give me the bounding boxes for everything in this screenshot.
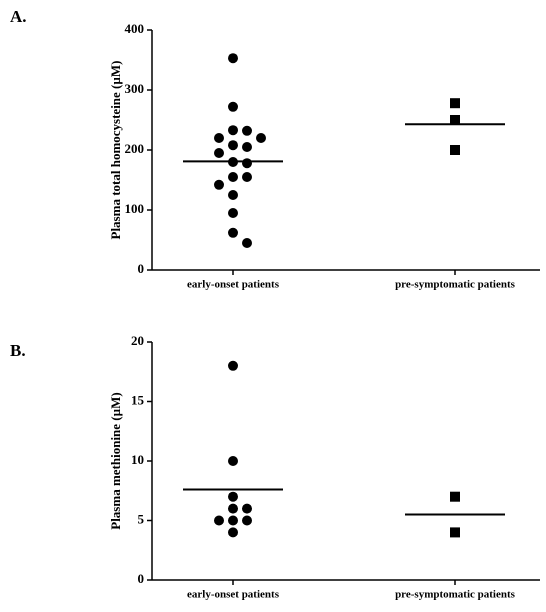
y-tick-label: 200 [125, 141, 145, 156]
circle-point [242, 515, 252, 526]
y-tick-label: 0 [138, 571, 145, 586]
circle-point [214, 179, 224, 190]
circle-point [242, 238, 252, 248]
circle-point [242, 125, 252, 136]
circle-point [228, 172, 238, 182]
circle-point [228, 53, 238, 64]
circle-point [214, 148, 224, 158]
circle-point [228, 503, 238, 514]
circle-point [256, 133, 266, 143]
x-tick-label: early-onset patients [187, 279, 280, 291]
x-tick-label: early-onset patients [187, 589, 280, 601]
x-tick-label: pre-symptomatic patients [395, 279, 516, 291]
circle-point [214, 515, 224, 526]
y-tick-label: 15 [131, 392, 145, 407]
square-point [450, 145, 460, 155]
panel-label: B. [10, 341, 26, 360]
y-tick-label: 20 [131, 333, 144, 348]
square-point [450, 115, 460, 125]
y-tick-label: 400 [125, 21, 145, 36]
y-tick-label: 10 [131, 452, 144, 467]
y-axis-label: Plasma methionine (µM) [108, 392, 123, 529]
circle-point [228, 190, 238, 200]
circle-point [228, 140, 238, 151]
y-tick-label: 5 [138, 511, 145, 526]
y-tick-label: 100 [125, 201, 145, 216]
circle-point [228, 456, 238, 466]
circle-point [242, 142, 252, 152]
circle-point [228, 125, 238, 136]
circle-point [242, 503, 252, 514]
circle-point [228, 515, 238, 526]
circle-point [242, 158, 252, 169]
y-tick-label: 0 [138, 261, 145, 276]
circle-point [228, 208, 238, 218]
y-tick-label: 300 [125, 81, 145, 96]
x-tick-label: pre-symptomatic patients [395, 589, 516, 601]
square-point [450, 527, 460, 538]
square-point [450, 491, 460, 502]
panel-label: A. [10, 7, 27, 26]
square-point [450, 98, 460, 109]
circle-point [228, 491, 238, 502]
circle-point [228, 360, 238, 371]
circle-point [228, 227, 238, 238]
circle-point [214, 133, 224, 143]
y-axis-label: Plasma total homocysteine (µM) [108, 61, 123, 240]
circle-point [242, 172, 252, 182]
circle-point [228, 527, 238, 538]
circle-point [228, 101, 238, 112]
